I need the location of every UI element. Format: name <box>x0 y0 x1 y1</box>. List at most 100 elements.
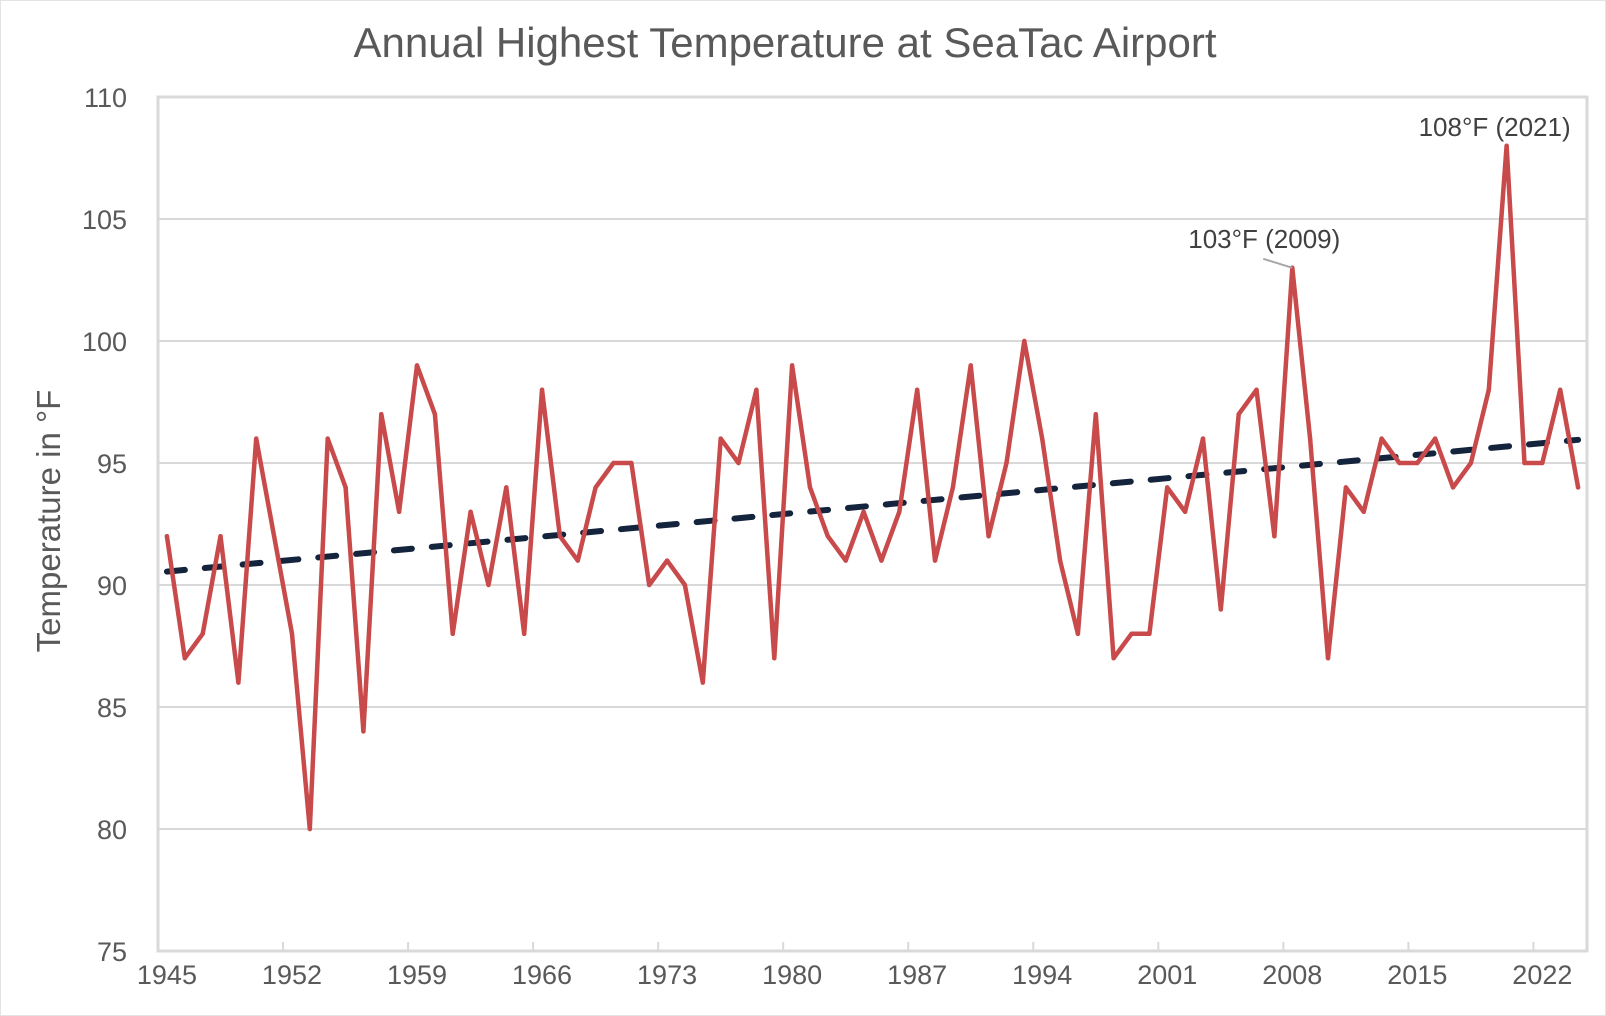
trendline <box>163 436 1582 575</box>
y-tick-label: 80 <box>97 815 127 845</box>
data-point <box>200 631 205 636</box>
data-point <box>521 631 527 636</box>
data-point <box>772 656 777 661</box>
data-point <box>1147 631 1152 636</box>
series-group <box>164 143 1581 832</box>
data-point <box>1361 509 1366 514</box>
data-point <box>468 509 473 514</box>
data-point <box>164 534 170 539</box>
data-point <box>754 387 759 392</box>
x-tick-label: 1952 <box>262 960 322 990</box>
y-tick-label: 95 <box>97 449 127 479</box>
chart-title: Annual Highest Temperature at SeaTac Air… <box>353 19 1216 66</box>
data-point <box>1075 631 1081 636</box>
x-tick-label: 1973 <box>637 960 697 990</box>
y-tick-label: 110 <box>84 83 127 113</box>
data-point <box>1182 509 1188 514</box>
data-point <box>1343 485 1349 490</box>
data-point <box>861 509 866 514</box>
data-point <box>1540 460 1545 466</box>
y-axis-label: Temperature in °F <box>30 390 67 653</box>
annotation-label: 108°F (2021) <box>1419 112 1571 142</box>
data-point <box>1218 607 1224 612</box>
data-point <box>1522 460 1527 466</box>
data-point <box>182 656 187 661</box>
series-line <box>164 143 1581 832</box>
data-point <box>379 412 384 417</box>
data-point <box>1165 485 1170 490</box>
data-point <box>1450 485 1456 490</box>
x-tick-label: 2022 <box>1512 960 1572 990</box>
data-point <box>236 680 241 685</box>
data-point <box>593 485 598 490</box>
x-tick-label: 2008 <box>1262 960 1322 990</box>
data-point <box>432 412 438 417</box>
data-point <box>1379 436 1384 441</box>
data-point <box>1325 656 1331 661</box>
data-point <box>611 460 616 466</box>
x-tick-label: 1980 <box>762 960 822 990</box>
data-point <box>700 680 706 685</box>
y-tick-label: 90 <box>97 571 127 601</box>
data-point <box>289 631 295 636</box>
data-point <box>807 485 813 490</box>
data-point <box>1004 460 1009 466</box>
data-point <box>1504 143 1509 148</box>
annotation-leader-line <box>1262 257 1293 269</box>
data-point <box>575 558 580 563</box>
x-tick-label: 1987 <box>887 960 947 990</box>
gridlines <box>158 218 1587 830</box>
trendline-group <box>163 436 1582 575</box>
y-tick-label: 105 <box>82 205 127 235</box>
data-point <box>1432 436 1438 441</box>
y-tick-label: 100 <box>82 327 127 357</box>
data-point <box>932 558 938 563</box>
data-point <box>1057 558 1063 563</box>
data-point <box>647 582 652 588</box>
data-point <box>450 631 455 636</box>
y-tick-label: 75 <box>97 937 127 967</box>
data-point <box>629 460 634 466</box>
data-point <box>396 509 402 514</box>
data-point <box>968 363 973 368</box>
plot-area-border <box>156 95 1589 953</box>
y-tick-label: 85 <box>97 693 127 723</box>
data-point <box>504 485 509 490</box>
data-point <box>879 558 884 563</box>
annotation-label: 103°F (2009) <box>1188 224 1340 254</box>
data-point <box>1397 460 1402 466</box>
x-tick-label: 1959 <box>387 960 447 990</box>
data-point <box>897 509 902 514</box>
data-point <box>1272 534 1277 539</box>
data-point <box>986 534 991 539</box>
data-point <box>343 485 348 490</box>
data-point <box>1307 436 1313 441</box>
data-point <box>218 534 223 539</box>
data-point <box>789 363 795 368</box>
x-tick-label: 1994 <box>1012 960 1072 990</box>
data-point <box>1111 656 1116 661</box>
x-tick-label: 2001 <box>1137 960 1197 990</box>
x-axis-ticks: 1945 1952 1959 1966 1973 1980 1987 1994 2001 2008… <box>137 942 1572 990</box>
data-point <box>1468 460 1474 466</box>
data-point <box>486 582 491 588</box>
data-point <box>914 387 920 392</box>
data-point <box>539 387 545 392</box>
data-point <box>1486 387 1491 392</box>
data-point <box>414 363 420 368</box>
data-point <box>1200 436 1206 441</box>
data-point <box>325 436 330 441</box>
data-point <box>843 558 848 563</box>
data-point <box>1415 460 1420 466</box>
data-point <box>736 460 741 466</box>
data-point <box>307 826 313 832</box>
y-axis-ticks: 75 80 85 90 95 100 105 110 <box>82 83 127 967</box>
data-point <box>825 534 831 539</box>
x-tick-label: 1945 <box>137 960 197 990</box>
data-point <box>1236 412 1241 417</box>
data-point <box>361 729 366 734</box>
data-point <box>1558 387 1563 392</box>
x-tick-label: 1966 <box>512 960 572 990</box>
x-tick-label: 2015 <box>1387 960 1447 990</box>
